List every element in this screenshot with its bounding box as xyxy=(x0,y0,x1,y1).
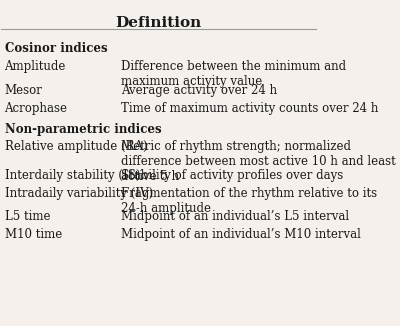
Text: Acrophase: Acrophase xyxy=(4,102,68,114)
Text: M10 time: M10 time xyxy=(4,228,62,241)
Text: Interdaily stability (IS): Interdaily stability (IS) xyxy=(4,170,140,183)
Text: Intradaily variability (IV): Intradaily variability (IV) xyxy=(4,187,153,200)
Text: Average activity over 24 h: Average activity over 24 h xyxy=(121,84,277,97)
Text: Difference between the minimum and
maximum activity value: Difference between the minimum and maxim… xyxy=(121,60,346,88)
Text: Amplitude: Amplitude xyxy=(4,60,66,73)
Text: Definition: Definition xyxy=(116,16,202,30)
Text: Fragmentation of the rhythm relative to its
24-h amplitude: Fragmentation of the rhythm relative to … xyxy=(121,187,377,215)
Text: Metric of rhythm strength; normalized
difference between most active 10 h and le: Metric of rhythm strength; normalized di… xyxy=(121,141,396,183)
Text: Stability of activity profiles over days: Stability of activity profiles over days xyxy=(121,170,343,183)
Text: Time of maximum activity counts over 24 h: Time of maximum activity counts over 24 … xyxy=(121,102,378,114)
Text: L5 time: L5 time xyxy=(4,210,50,223)
Text: Mesor: Mesor xyxy=(4,84,42,97)
Text: Relative amplitude (RA): Relative amplitude (RA) xyxy=(4,141,147,153)
Text: Midpoint of an individual’s M10 interval: Midpoint of an individual’s M10 interval xyxy=(121,228,361,241)
Text: Cosinor indices: Cosinor indices xyxy=(4,42,107,55)
Text: Non-parametric indices: Non-parametric indices xyxy=(4,123,161,136)
Text: Midpoint of an individual’s L5 interval: Midpoint of an individual’s L5 interval xyxy=(121,210,349,223)
